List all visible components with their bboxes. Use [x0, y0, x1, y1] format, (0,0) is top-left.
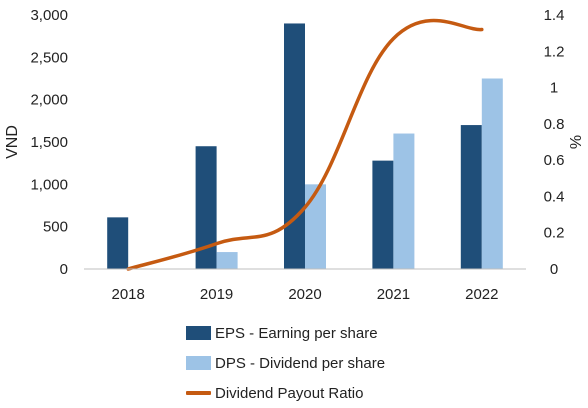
bar-layer: [107, 23, 503, 269]
legend: EPS - Earning per share DPS - Dividend p…: [186, 318, 385, 408]
bar-eps-2020: [284, 23, 305, 269]
legend-item-payout: Dividend Payout Ratio: [186, 378, 385, 408]
bar-eps-2019: [195, 146, 217, 269]
bar-eps-2022: [460, 125, 482, 269]
legend-item-eps: EPS - Earning per share: [186, 318, 385, 348]
legend-label-payout: Dividend Payout Ratio: [215, 384, 364, 402]
y-tick-left: 1,500: [30, 134, 68, 151]
legend-swatch-eps: [186, 326, 211, 340]
y-tick-left: 2,000: [30, 92, 68, 109]
y-tick-left: 1,000: [30, 176, 68, 193]
bar-eps-2018: [107, 217, 129, 269]
bar-dps-2019: [216, 252, 238, 269]
x-tick-2021: 2021: [377, 286, 410, 303]
bar-dps-2021: [393, 133, 415, 269]
y-axis-right-title: %: [568, 135, 585, 149]
y-tick-right: 0: [550, 261, 558, 278]
legend-item-dps: DPS - Dividend per share: [186, 348, 385, 378]
legend-label-eps: EPS - Earning per share: [215, 324, 378, 342]
x-tick-2022: 2022: [465, 286, 498, 303]
x-axis-ticks: 2018 2019 2020 2021 2022: [112, 286, 499, 303]
x-tick-2019: 2019: [200, 286, 233, 303]
y-tick-right: 1.2: [544, 43, 565, 60]
line-layer: [126, 18, 484, 271]
legend-swatch-payout: [186, 391, 211, 395]
y-tick-right: 0.2: [544, 225, 565, 242]
y-axis-left-ticks: 0 500 1,000 1,500 2,000 2,500 3,000: [30, 7, 68, 278]
y-tick-left: 3,000: [30, 7, 68, 24]
bar-dps-2022: [481, 78, 503, 269]
y-tick-left: 0: [60, 261, 68, 278]
y-tick-left: 2,500: [30, 49, 68, 66]
legend-label-dps: DPS - Dividend per share: [215, 354, 386, 372]
bar-dps-2020: [305, 184, 326, 269]
x-tick-2018: 2018: [112, 286, 145, 303]
y-tick-right: 1.4: [544, 7, 565, 24]
x-tick-2020: 2020: [288, 286, 321, 303]
legend-swatch-dps: [186, 356, 211, 370]
y-tick-left: 500: [43, 219, 68, 236]
y-axis-left-title: VND: [4, 125, 21, 159]
bar-eps-2021: [372, 160, 394, 269]
y-tick-right: 1: [550, 80, 558, 97]
y-tick-right: 0.4: [544, 188, 565, 205]
line-dividend-payout-ratio: [126, 18, 484, 271]
y-tick-right: 0.8: [544, 116, 565, 133]
y-axis-right-ticks: 0 0.2 0.4 0.6 0.8 1 1.2 1.4: [544, 7, 565, 278]
y-tick-right: 0.6: [544, 152, 565, 169]
